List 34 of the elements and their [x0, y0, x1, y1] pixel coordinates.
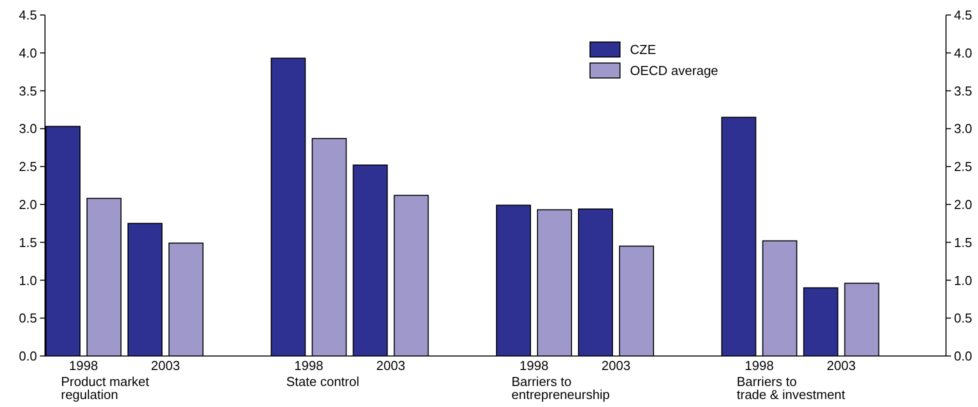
y-tick-label: 3.0	[18, 121, 37, 136]
y-tick-label: 4.5	[18, 8, 37, 23]
text: Product market regulation	[61, 374, 150, 402]
y-tick-label: 2.0	[18, 196, 37, 212]
text: State control	[286, 374, 360, 389]
x-tick-label: 2003	[151, 358, 180, 373]
x-tick-label: 1998	[744, 358, 774, 373]
text: Barriers to entrepreneurship	[512, 374, 610, 402]
y-tick-label: 0.0	[18, 348, 37, 364]
y2-tick-label: 3.5	[954, 83, 972, 98]
x-tick-label: 1998	[69, 358, 98, 373]
y-tick-label: 1.5	[18, 234, 37, 250]
y-tick-label: 0.5	[18, 310, 37, 326]
y-tick-label: 1.0	[18, 272, 37, 288]
y2-tick-label: 0.0	[954, 348, 972, 364]
y2-tick-label: 0.5	[954, 310, 972, 326]
y-tick-label: 4.0	[18, 45, 37, 60]
text: Barriers to trade & investment	[736, 374, 846, 402]
y-tick-label: 2.5	[18, 159, 37, 174]
y2-tick-label: 1.5	[954, 234, 972, 250]
legend-label: CZE	[630, 42, 656, 58]
x-tick-label: 2003	[826, 358, 856, 373]
y2-tick-label: 3.0	[954, 121, 972, 136]
x-tick-label: 1998	[294, 358, 324, 373]
y2-tick-label: 2.0	[954, 196, 972, 212]
legend-label: OECD average	[630, 63, 718, 78]
y-tick-label: 3.5	[18, 83, 37, 98]
y2-tick-label: 4.0	[954, 45, 972, 60]
x-tick-label: 2003	[376, 358, 406, 373]
x-tick-label: 1998	[520, 358, 548, 373]
x-tick-label: 2003	[602, 358, 630, 373]
y2-tick-label: 1.0	[954, 272, 972, 288]
y2-tick-label: 4.5	[954, 8, 972, 23]
y2-tick-label: 2.5	[954, 159, 972, 174]
